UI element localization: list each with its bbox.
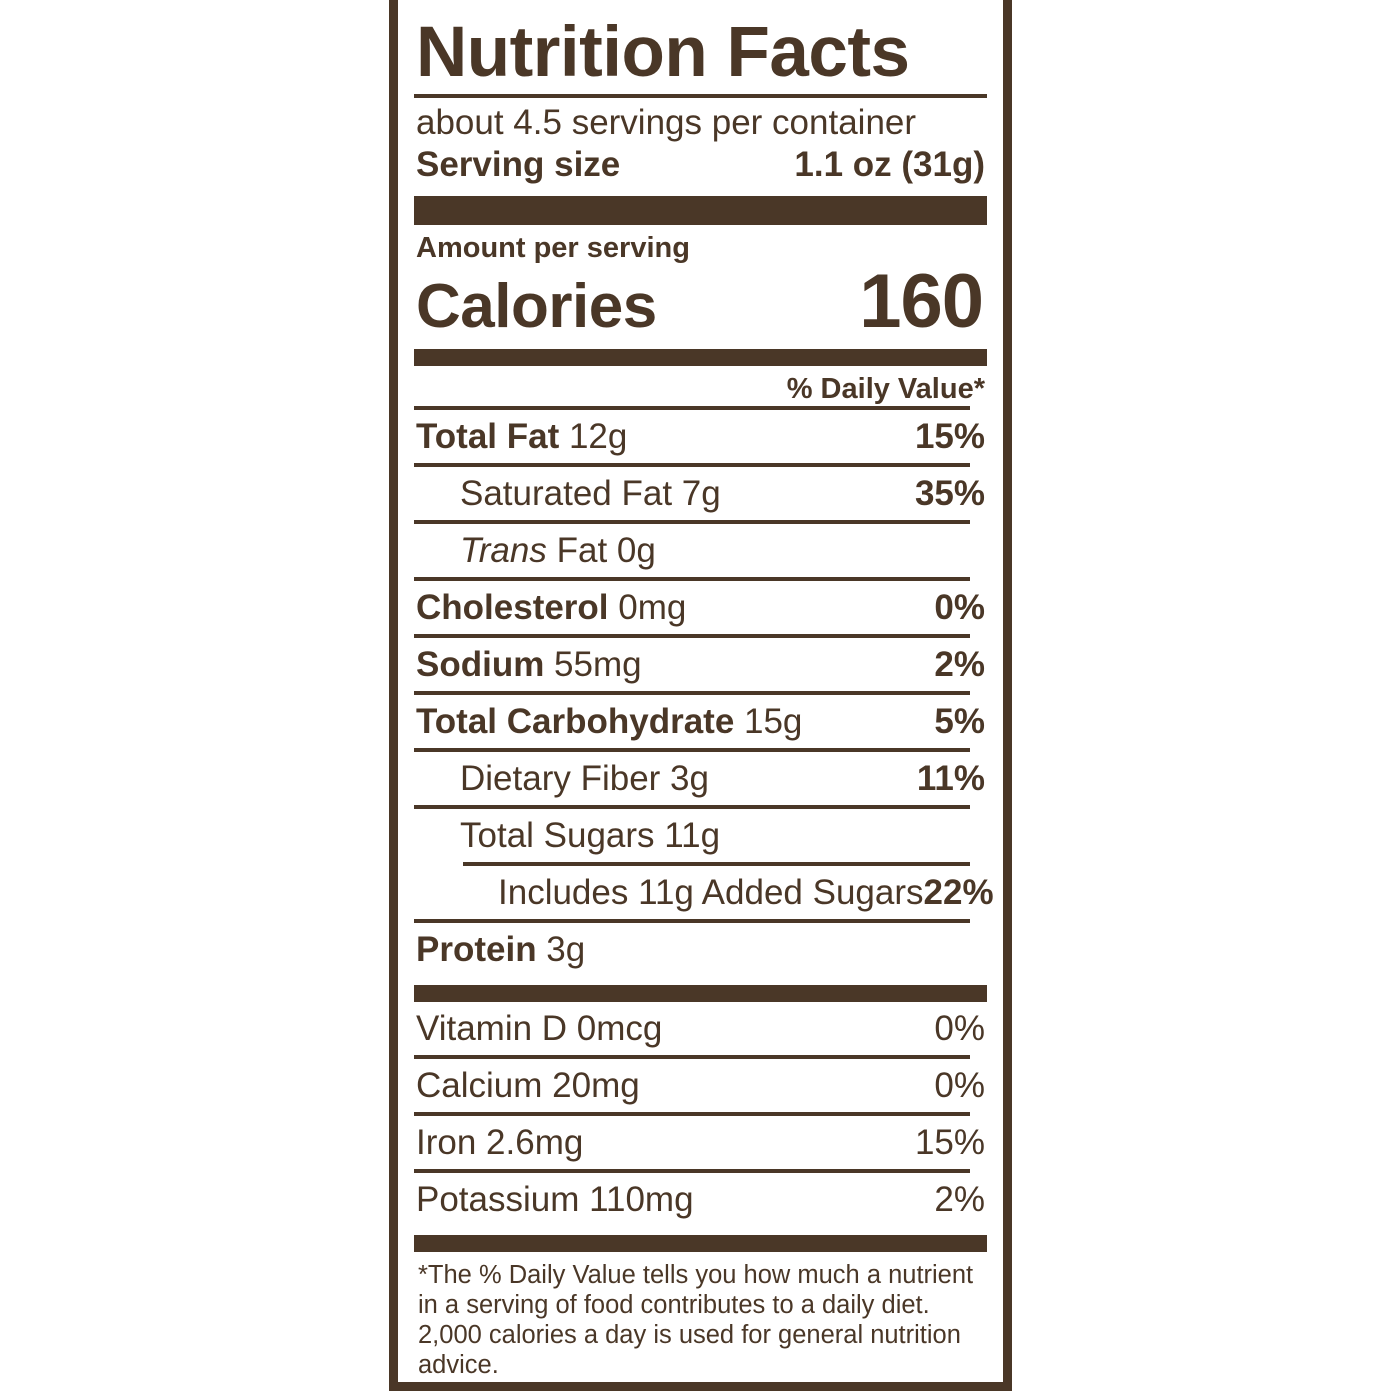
- nutrient-name-bold: Sodium: [416, 645, 545, 685]
- nutrition-facts-label: Nutrition Facts about 4.5 servings per c…: [389, 0, 1012, 1391]
- micronutrient-daily-value: 0%: [934, 1066, 985, 1106]
- nutrient-name: Trans Fat 0g: [414, 533, 656, 568]
- row-separator: [414, 748, 970, 753]
- daily-value-footnote: *The % Daily Value tells you how much a …: [418, 1261, 974, 1379]
- heavy-bar-top: [414, 196, 987, 226]
- nutrient-name: Saturated Fat 7g: [414, 476, 721, 511]
- nutrient-name-rest: 12g: [559, 417, 628, 457]
- micronutrient-daily-value: 0%: [934, 1009, 985, 1049]
- micronutrient-daily-value: 2%: [934, 1180, 985, 1220]
- nutrient-name-rest: Dietary Fiber 3g: [460, 759, 709, 799]
- nutrient-daily-value: 15%: [914, 417, 985, 457]
- micronutrient-row: Vitamin D 0mcg 0%: [414, 1002, 987, 1055]
- nutrient-daily-value: 0%: [934, 588, 985, 628]
- micronutrient-name: Vitamin D 0mcg: [416, 1009, 663, 1049]
- nutrient-name-rest: 55mg: [544, 645, 642, 685]
- nutrient-row: Includes 11g Added Sugars 22%: [414, 866, 994, 919]
- nutrient-name: Sodium 55mg: [414, 647, 642, 682]
- nutrient-row: Protein 3g: [414, 923, 987, 976]
- calories-value: 160: [859, 259, 984, 345]
- nutrient-row: Total Fat 12g 15%: [414, 410, 987, 463]
- nutrient-name: Includes 11g Added Sugars: [414, 875, 924, 910]
- nutrient-name-italic: Trans: [460, 531, 547, 571]
- nutrient-name-rest: Total Sugars 11g: [460, 816, 721, 856]
- row-separator: [414, 406, 970, 411]
- nutrient-name: Protein 3g: [414, 932, 585, 967]
- micronutrient-row: Iron 2.6mg 15%: [414, 1116, 987, 1169]
- serving-size-label: Serving size: [416, 145, 621, 185]
- calories-label: Calories: [416, 272, 657, 342]
- medium-bar-calories: [414, 349, 987, 367]
- nutrient-name-rest: Includes 11g Added Sugars: [498, 873, 924, 913]
- nutrient-row: Sodium 55mg 2%: [414, 638, 987, 691]
- micronutrient-name: Iron 2.6mg: [416, 1123, 584, 1163]
- calories-row: Calories 160: [414, 264, 987, 340]
- serving-size-row: Serving size 1.1 oz (31g): [414, 145, 987, 185]
- nutrient-name: Total Fat 12g: [414, 419, 627, 454]
- nutrient-name-bold: Cholesterol: [416, 588, 609, 628]
- medium-bar-footnote: [414, 1235, 987, 1253]
- title-rule: [414, 93, 987, 98]
- row-separator: [414, 805, 970, 810]
- row-separator: [414, 919, 970, 924]
- nutrient-row: Total Sugars 11g: [414, 809, 987, 862]
- servings-per-container: about 4.5 servings per container: [416, 102, 917, 142]
- nutrient-name-bold: Total Carbohydrate: [416, 702, 735, 742]
- serving-size-value: 1.1 oz (31g): [794, 145, 985, 185]
- row-separator: [462, 862, 970, 867]
- micronutrient-rows: Vitamin D 0mcg 0% Calcium 20mg 0% Iron 2.6mg…: [414, 1002, 987, 1226]
- row-separator: [414, 1169, 970, 1174]
- micronutrient-row: Potassium 110mg 2%: [414, 1173, 987, 1226]
- nutrient-daily-value: 11%: [916, 759, 985, 799]
- nutrient-name: Total Sugars 11g: [414, 818, 720, 853]
- row-separator: [414, 1055, 970, 1060]
- micronutrient-name: Potassium 110mg: [416, 1180, 694, 1220]
- row-separator: [414, 577, 970, 582]
- label-title: Nutrition Facts: [416, 13, 910, 92]
- nutrient-daily-value: 5%: [934, 702, 985, 742]
- nutrient-row: Saturated Fat 7g 35%: [414, 467, 987, 520]
- nutrient-name: Cholesterol 0mg: [414, 590, 686, 625]
- nutrient-name-rest: Fat 0g: [546, 531, 656, 571]
- nutrient-row: Cholesterol 0mg 0%: [414, 581, 987, 634]
- row-separator: [414, 634, 970, 639]
- nutrient-name-bold: Total Fat: [416, 417, 560, 457]
- row-separator: [414, 520, 970, 525]
- nutrient-name-rest: 0mg: [608, 588, 687, 628]
- micronutrient-name: Calcium 20mg: [416, 1066, 640, 1106]
- nutrient-name-rest: 3g: [536, 930, 586, 970]
- nutrient-daily-value: 22%: [923, 873, 994, 913]
- micronutrient-row: Calcium 20mg 0%: [414, 1059, 987, 1112]
- nutrient-row: Trans Fat 0g: [414, 524, 987, 577]
- nutrient-row: Total Carbohydrate 15g 5%: [414, 695, 987, 748]
- nutrient-name-rest: 15g: [734, 702, 803, 742]
- nutrient-daily-value: 35%: [914, 474, 985, 514]
- nutrient-name: Total Carbohydrate 15g: [414, 704, 802, 739]
- nutrient-daily-value: 2%: [934, 645, 985, 685]
- medium-bar-micronutrients: [414, 985, 987, 1003]
- row-separator: [414, 463, 970, 468]
- micronutrient-daily-value: 15%: [914, 1123, 985, 1163]
- row-separator: [414, 691, 970, 696]
- nutrient-name-rest: Saturated Fat 7g: [460, 474, 721, 514]
- nutrient-row: Dietary Fiber 3g 11%: [414, 752, 987, 805]
- nutrient-name: Dietary Fiber 3g: [414, 761, 709, 796]
- nutrient-name-bold: Protein: [416, 930, 537, 970]
- row-separator: [414, 1112, 970, 1117]
- daily-value-header: % Daily Value*: [786, 373, 985, 406]
- nutrient-rows: Total Fat 12g 15% Saturated Fat 7g 35% Trans…: [414, 406, 994, 976]
- amount-per-serving-label: Amount per serving: [416, 232, 690, 265]
